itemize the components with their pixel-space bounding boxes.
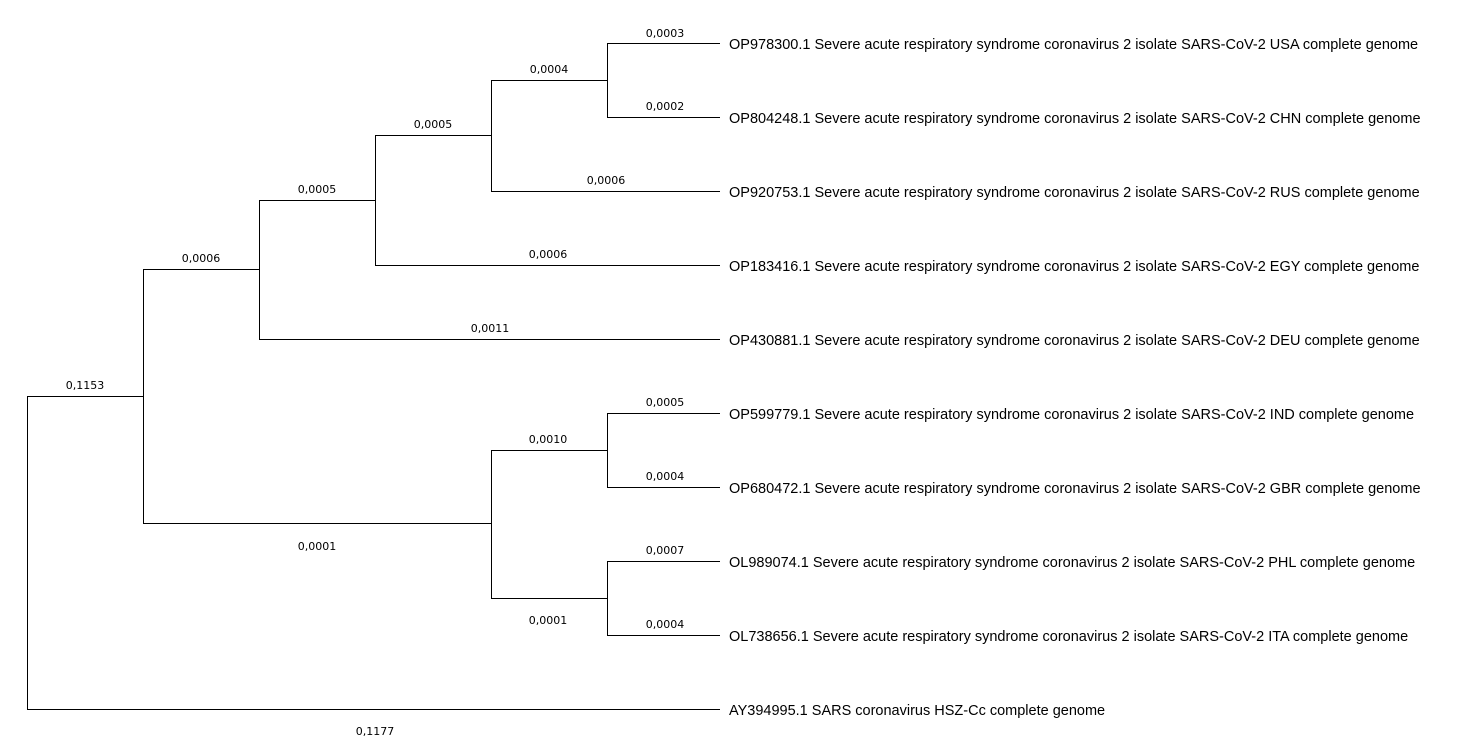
branch-length-south-clade: 0,0001	[298, 540, 337, 553]
taxon-labels: OP978300.1 Severe acute respiratory synd…	[729, 37, 1421, 719]
branch-length-usa-chn-rus: 0,0005	[414, 118, 453, 131]
taxon-label-deu: OP430881.1 Severe acute respiratory synd…	[729, 333, 1420, 349]
branch-length-phl-ita: 0,0001	[529, 614, 568, 627]
branch-length-chn: 0,0002	[646, 100, 685, 113]
taxon-label-ita: OL738656.1 Severe acute respiratory synd…	[729, 629, 1408, 645]
branch-length-phl: 0,0007	[646, 544, 685, 557]
branch-length-ingroup: 0,1153	[66, 379, 105, 392]
branch-length-egy: 0,0006	[529, 248, 568, 261]
branch-length-labels: 0,0003 0,0004 0,0002 0,0005 0,0006 0,000…	[66, 27, 685, 738]
taxon-label-chn: OP804248.1 Severe acute respiratory synd…	[729, 111, 1421, 127]
taxon-label-egy: OP183416.1 Severe acute respiratory synd…	[729, 259, 1419, 275]
taxon-label-usa: OP978300.1 Severe acute respiratory synd…	[729, 37, 1418, 53]
branch-length-usa-chn-rus-egy: 0,0005	[298, 183, 337, 196]
branch-length-ita: 0,0004	[646, 618, 685, 631]
branch-length-usa-chn: 0,0004	[530, 63, 569, 76]
taxon-label-rus: OP920753.1 Severe acute respiratory synd…	[729, 185, 1420, 201]
tree-branches	[27, 43, 720, 710]
taxon-label-phl: OL989074.1 Severe acute respiratory synd…	[729, 555, 1415, 571]
branch-length-rus: 0,0006	[587, 174, 626, 187]
branch-length-ind: 0,0005	[646, 396, 685, 409]
taxon-label-outgroup: AY394995.1 SARS coronavirus HSZ-Cc compl…	[729, 703, 1105, 719]
branch-length-deu: 0,0011	[471, 322, 510, 335]
branch-length-usa: 0,0003	[646, 27, 685, 40]
branch-length-outgroup: 0,1177	[356, 725, 395, 738]
branch-length-ind-gbr: 0,0010	[529, 433, 568, 446]
taxon-label-ind: OP599779.1 Severe acute respiratory synd…	[729, 407, 1414, 423]
taxon-label-gbr: OP680472.1 Severe acute respiratory synd…	[729, 481, 1421, 497]
branch-length-north-clade: 0,0006	[182, 252, 221, 265]
branch-length-gbr: 0,0004	[646, 470, 685, 483]
